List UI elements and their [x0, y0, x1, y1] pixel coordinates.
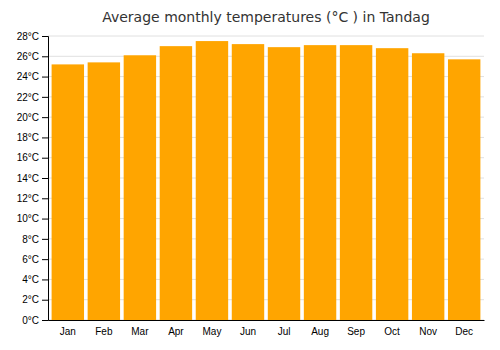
y-tick: 28°C	[17, 31, 48, 42]
y-tick: 6°C	[22, 254, 48, 265]
y-tick-label: 8°C	[22, 234, 39, 245]
y-tick-label: 24°C	[17, 71, 39, 82]
y-tick-label: 16°C	[17, 152, 39, 163]
bar	[412, 53, 444, 320]
grid-line	[48, 36, 484, 37]
y-tick-mark	[42, 198, 48, 199]
plot-area	[52, 41, 481, 320]
x-tick: Apr	[168, 326, 184, 337]
x-tick-label: Nov	[419, 326, 437, 337]
y-tick-mark	[42, 300, 48, 301]
x-tick: Nov	[419, 326, 437, 337]
y-tick: 26°C	[17, 51, 48, 62]
x-tick: Oct	[384, 326, 400, 337]
x-tick-label: Aug	[311, 326, 329, 337]
bar	[52, 64, 84, 320]
x-tick: Aug	[311, 326, 329, 337]
y-axis-line	[42, 37, 49, 321]
bar	[88, 62, 120, 320]
y-tick: 8°C	[22, 234, 48, 245]
grid	[48, 36, 484, 320]
y-tick-label: 18°C	[17, 132, 39, 143]
y-tick-label: 22°C	[17, 92, 39, 103]
x-axis: Jan Feb Mar Apr May Jun Jul Aug Sep Oct Nov Dec	[49, 321, 485, 338]
y-tick-mark	[42, 279, 48, 280]
y-tick-mark	[42, 178, 48, 179]
bar	[304, 45, 336, 320]
y-tick-label: 12°C	[17, 193, 39, 204]
bar	[232, 44, 264, 320]
y-tick-label: 14°C	[17, 173, 39, 184]
y-tick-mark	[42, 239, 48, 240]
x-tick-label: Mar	[131, 326, 149, 337]
x-tick-label: Jun	[240, 326, 256, 337]
y-tick: 24°C	[17, 71, 48, 82]
y-axis: 0°C 2°C 4°C 6°C 8°C 10°C 12°C 14°C 16°C 18°C 20°C 2…	[17, 31, 49, 326]
bar	[196, 41, 228, 320]
x-tick: Jul	[278, 326, 291, 337]
y-tick: 2°C	[22, 294, 48, 305]
y-tick-label: 6°C	[22, 254, 39, 265]
x-tick: May	[202, 326, 221, 337]
x-tick-label: Apr	[168, 326, 184, 337]
y-tick-mark	[42, 36, 48, 37]
x-tick-label: Oct	[384, 326, 400, 337]
x-tick: Sep	[347, 326, 365, 337]
chart-container: 0°C 2°C 4°C 6°C 8°C 10°C 12°C 14°C 16°C 18°C 20°C 2…	[0, 0, 500, 350]
y-tick-label: 0°C	[22, 315, 39, 326]
x-tick: Jan	[60, 326, 76, 337]
y-tick-mark	[42, 259, 48, 260]
y-tick-mark	[42, 320, 48, 321]
bar	[268, 47, 300, 320]
bar	[340, 45, 372, 320]
chart-svg: 0°C 2°C 4°C 6°C 8°C 10°C 12°C 14°C 16°C 18°C 20°C 2…	[0, 0, 500, 350]
x-tick: Mar	[131, 326, 149, 337]
x-tick-label: May	[202, 326, 221, 337]
y-tick-label: 4°C	[22, 274, 39, 285]
y-tick: 0°C	[22, 315, 48, 326]
x-tick-label: Dec	[455, 326, 473, 337]
x-tick: Feb	[95, 326, 113, 337]
x-tick-label: Jul	[278, 326, 291, 337]
x-tick-label: Feb	[95, 326, 113, 337]
y-tick: 18°C	[17, 132, 48, 143]
y-tick-label: 10°C	[17, 213, 39, 224]
y-tick: 20°C	[17, 112, 48, 123]
y-tick-mark	[42, 77, 48, 78]
y-tick-mark	[42, 219, 48, 220]
bar	[448, 59, 480, 320]
y-tick-label: 28°C	[17, 31, 39, 42]
x-axis-line	[49, 320, 485, 321]
y-tick-label: 26°C	[17, 51, 39, 62]
chart-title: Average monthly temperatures (°C ) in Ta…	[102, 9, 430, 25]
y-tick: 16°C	[17, 152, 48, 163]
x-tick: Jun	[240, 326, 256, 337]
bar	[160, 46, 192, 320]
y-tick: 22°C	[17, 92, 48, 103]
y-tick: 4°C	[22, 274, 48, 285]
y-tick-mark	[42, 158, 48, 159]
y-tick-mark	[42, 137, 48, 138]
x-tick-label: Jan	[60, 326, 76, 337]
y-tick-mark	[42, 97, 48, 98]
bar	[124, 55, 156, 320]
y-tick: 12°C	[17, 193, 48, 204]
y-tick: 10°C	[17, 213, 48, 224]
y-tick: 14°C	[17, 173, 48, 184]
x-tick-label: Sep	[347, 326, 365, 337]
y-tick-label: 2°C	[22, 294, 39, 305]
y-tick-mark	[42, 56, 48, 57]
y-tick-mark	[42, 117, 48, 118]
x-tick: Dec	[455, 326, 473, 337]
y-tick-label: 20°C	[17, 112, 39, 123]
bar	[376, 48, 408, 320]
